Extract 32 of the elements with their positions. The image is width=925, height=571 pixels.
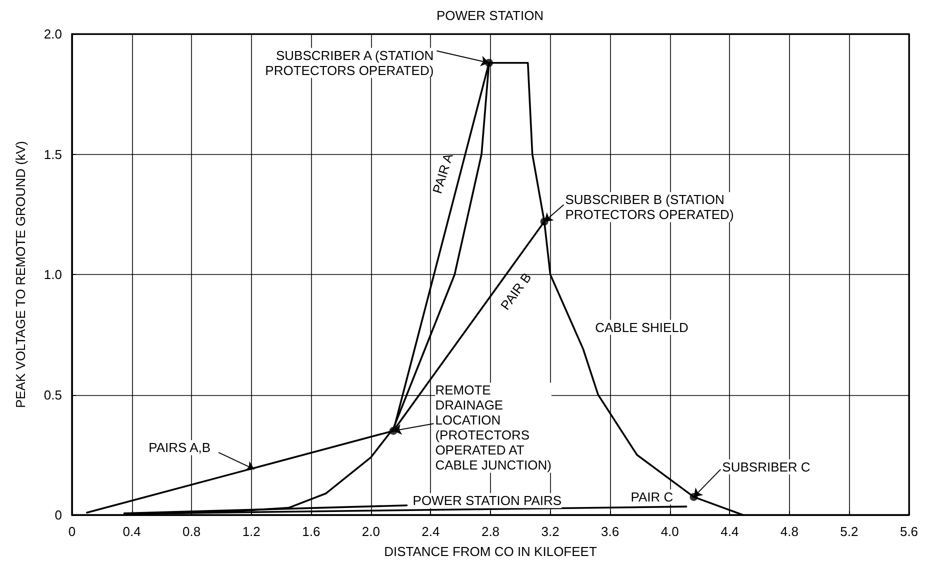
x-tick-label: 2.0 — [362, 524, 380, 539]
annotation: SUBSCRIBER A (STATION PROTECTORS OPERATED) — [265, 48, 434, 78]
x-tick-label: 4.0 — [660, 524, 679, 539]
y-tick-label: 0 — [54, 508, 62, 522]
chart-title: POWER STATION — [436, 8, 544, 23]
x-tick-label: 2.4 — [422, 524, 440, 539]
x-tick-label: 0.8 — [182, 524, 201, 539]
annotation: REMOTE DRAINAGE LOCATION (PROTECTORS OPERATED AT CABLE JUNCTION) — [435, 382, 552, 473]
x-tick-label: 2.8 — [481, 524, 500, 539]
annotation: SUBSRIBER C — [722, 459, 810, 474]
x-tick-label: 5.2 — [840, 524, 858, 539]
series-label: POWER STATION PAIRS — [412, 493, 562, 508]
series-label: CABLE SHIELD — [595, 320, 688, 335]
annotation: SUBSCRIBER B (STATION PROTECTORS OPERATED) — [565, 192, 734, 222]
x-tick-label: 1.6 — [302, 524, 320, 539]
y-tick-label: 1.0 — [44, 267, 62, 282]
series-label: PAIRS A,B — [148, 440, 211, 456]
x-tick-label: 3.2 — [541, 524, 560, 539]
y-tick-label: 0.5 — [44, 387, 62, 402]
y-tick-label: 1.5 — [44, 146, 62, 162]
text: PAIR A — [430, 151, 456, 196]
x-tick-label: 5.6 — [900, 524, 918, 539]
y-axis-title: PEAK VOLTAGE TO REMOTE GROUND (kV) — [13, 140, 28, 408]
x-tick-label: 1.2 — [242, 524, 260, 539]
x-tick-label: 0.4 — [122, 524, 141, 539]
y-tick-label: 2.0 — [44, 26, 62, 42]
x-tick-label: 4.8 — [780, 524, 798, 539]
legend-label: PAIR C — [630, 489, 674, 504]
x-tick-label: 3.6 — [601, 524, 620, 539]
x-tick-label: 4.4 — [720, 524, 739, 539]
x-tick-label: 0 — [68, 524, 76, 539]
x-axis-title: DISTANCE FROM CO IN KILOFEET — [384, 544, 597, 559]
